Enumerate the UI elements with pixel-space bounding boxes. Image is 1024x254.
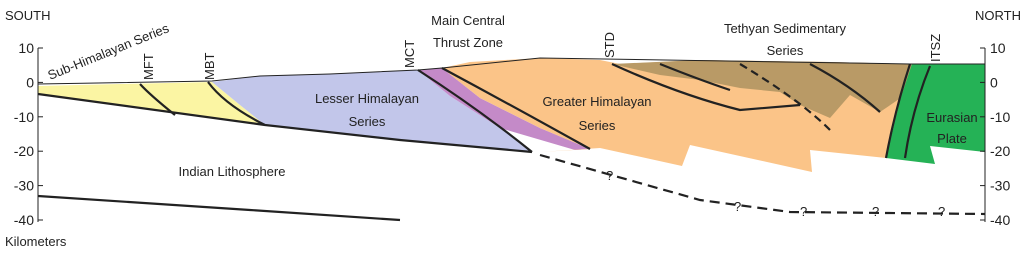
- unit-name: Greater Himalayan: [542, 94, 651, 109]
- question-mark: ?: [734, 199, 741, 214]
- unit-name: Main Central: [431, 13, 505, 28]
- tick-label: -20: [990, 143, 1010, 159]
- fault-label: MBT: [202, 53, 217, 81]
- mct-zone-unit: [418, 68, 590, 150]
- tick-label: -10: [990, 109, 1010, 125]
- unit-name: Indian Lithosphere: [179, 164, 286, 179]
- fault-lines: [37, 48, 986, 222]
- fault-label: MFT: [141, 53, 156, 80]
- lesser-himalayan-unit: [212, 70, 532, 152]
- unit-name: Thrust Zone: [433, 35, 503, 50]
- unit-name: Plate: [937, 131, 967, 146]
- question-mark: ?: [800, 204, 807, 219]
- fault-label: STD: [602, 32, 617, 58]
- unit-name: Series: [579, 118, 616, 133]
- tick-label: 10: [18, 40, 34, 56]
- north-label: NORTH: [975, 8, 1021, 23]
- fault-label: MCT: [402, 40, 417, 68]
- sub-himalayan-unit: [38, 82, 265, 125]
- tick-label: -30: [14, 178, 34, 194]
- question-mark: ?: [872, 204, 879, 219]
- unit-name: Tethyan Sedimentary: [724, 21, 847, 36]
- unit-name: Series: [767, 43, 804, 58]
- tick-label: -10: [14, 109, 34, 125]
- unit-name: Lesser Himalayan: [315, 91, 419, 106]
- tick-label: -40: [14, 212, 34, 228]
- south-label: SOUTH: [5, 8, 51, 23]
- unit-name: Series: [349, 114, 386, 129]
- unit-name: Eurasian: [926, 110, 977, 125]
- eurasian-unit: [886, 64, 985, 164]
- tick-label: 0: [26, 74, 34, 90]
- question-mark: ?: [606, 168, 613, 183]
- question-mark: ?: [938, 204, 945, 219]
- tick-label: 0: [990, 74, 998, 90]
- tick-label: -40: [990, 212, 1010, 228]
- tick-label: -20: [14, 143, 34, 159]
- fault-label: ITSZ: [928, 34, 943, 62]
- tick-label: 10: [990, 40, 1006, 56]
- unit-label: Kilometers: [5, 234, 67, 249]
- tick-label: -30: [990, 178, 1010, 194]
